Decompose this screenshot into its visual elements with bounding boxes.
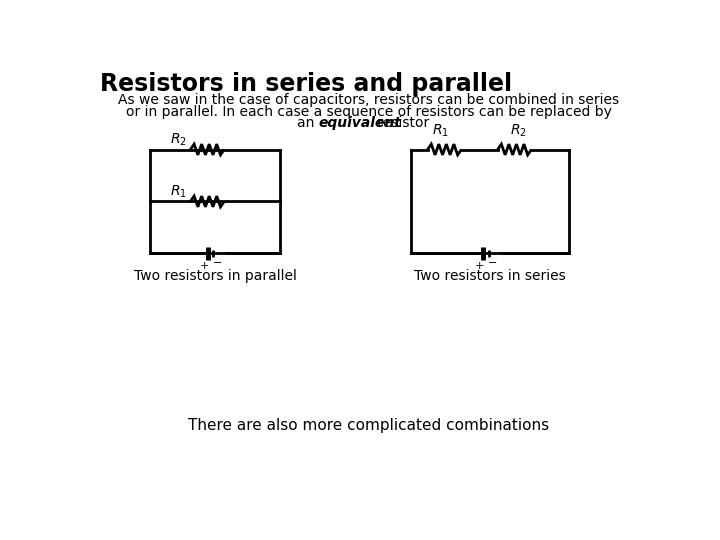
Text: Two resistors in series: Two resistors in series bbox=[415, 269, 566, 283]
Text: +: + bbox=[474, 261, 484, 271]
Text: an: an bbox=[297, 117, 319, 130]
Text: $R_2$: $R_2$ bbox=[170, 132, 186, 149]
Text: $R_2$: $R_2$ bbox=[510, 123, 527, 139]
Text: Resistors in series and parallel: Resistors in series and parallel bbox=[99, 72, 512, 97]
Text: resistor: resistor bbox=[373, 117, 429, 130]
Text: −: − bbox=[488, 259, 498, 268]
Text: Two resistors in parallel: Two resistors in parallel bbox=[134, 269, 297, 283]
Text: There are also more complicated combinations: There are also more complicated combinat… bbox=[189, 418, 549, 433]
Text: equivalent: equivalent bbox=[319, 117, 402, 130]
Text: $R_1$: $R_1$ bbox=[170, 184, 186, 200]
Text: As we saw in the case of capacitors, resistors can be combined in series: As we saw in the case of capacitors, res… bbox=[118, 93, 620, 107]
Text: or in parallel. In each case a sequence of resistors can be replaced by: or in parallel. In each case a sequence … bbox=[126, 105, 612, 119]
Text: +: + bbox=[199, 261, 209, 271]
Text: $R_1$: $R_1$ bbox=[432, 123, 449, 139]
Text: −: − bbox=[212, 259, 222, 268]
